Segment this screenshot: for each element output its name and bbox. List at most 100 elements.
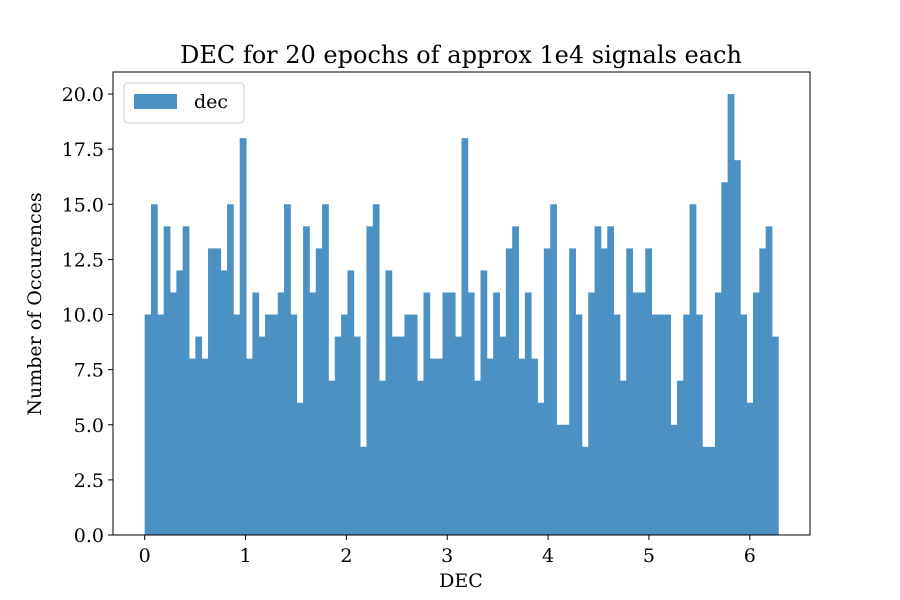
histogram-bar (759, 248, 767, 535)
y-axis-label: Number of Occurences (24, 192, 46, 415)
histogram-bar (448, 292, 456, 535)
histogram-bar (619, 380, 627, 535)
histogram-bar (265, 314, 272, 535)
histogram-bar (201, 358, 209, 535)
histogram-bar (664, 314, 672, 535)
histogram-bar (391, 336, 399, 535)
histogram-bar (214, 248, 222, 535)
histogram-bar (347, 270, 355, 535)
histogram-bar (689, 204, 697, 536)
histogram-bar (607, 226, 614, 536)
x-tick-label: 5 (643, 545, 655, 567)
histogram-bar (189, 358, 196, 535)
histogram-bar (258, 336, 266, 535)
x-tick-label: 0 (139, 545, 151, 567)
histogram-bar (562, 424, 570, 535)
plot-frame (112, 71, 811, 536)
histogram-bar (575, 314, 583, 535)
x-tick-label: 2 (340, 545, 352, 567)
histogram-bar (163, 226, 171, 536)
histogram-bar (360, 446, 367, 535)
histogram-bar (467, 292, 475, 535)
y-tick-label: 17.5 (62, 139, 104, 161)
y-tick-label: 7.5 (74, 360, 104, 382)
histogram-bar (151, 204, 158, 536)
legend-swatch (134, 94, 177, 109)
histogram-bar (417, 380, 424, 535)
histogram-bar (550, 204, 557, 536)
histogram-bar (524, 292, 532, 535)
histogram-bar (436, 358, 443, 535)
histogram-bar (271, 314, 279, 535)
histogram-bar (410, 314, 418, 535)
histogram-bar (398, 336, 405, 535)
histogram-bar (315, 248, 323, 535)
histogram-bar (651, 314, 659, 535)
histogram-bar (296, 402, 304, 535)
y-tick-label: 15.0 (62, 194, 104, 216)
histogram-bar (290, 314, 298, 535)
histogram-bar (474, 380, 481, 535)
histogram-bar (372, 204, 380, 536)
histogram-bar (379, 380, 386, 535)
x-axis-label: DEC (439, 570, 483, 592)
histogram-bar (182, 226, 190, 536)
histogram-bar (632, 292, 640, 535)
histogram-bar (752, 292, 760, 535)
histogram-bar (309, 292, 317, 535)
histogram-bar (404, 314, 412, 535)
histogram-bar (227, 204, 234, 536)
histogram-bar (461, 138, 469, 535)
histogram-bar (239, 138, 247, 535)
histogram-bar (442, 292, 450, 535)
x-axis-ticks: 0 1 2 3 4 5 6 (139, 535, 756, 567)
histogram-bar (676, 380, 684, 535)
histogram-bar (588, 292, 595, 535)
histogram-bar (569, 248, 576, 535)
histogram-bar (537, 402, 545, 535)
histogram-bar (341, 314, 348, 535)
histogram-bar (727, 94, 735, 536)
histogram-bar (499, 336, 507, 535)
histogram-bar (695, 314, 703, 535)
y-tick-label: 20.0 (62, 84, 104, 106)
histogram-bar (702, 446, 710, 535)
histogram-bar (170, 292, 177, 535)
y-tick-label: 10.0 (62, 305, 104, 327)
histogram-bar (233, 314, 241, 535)
histogram-bar (208, 248, 215, 535)
histogram-bar (556, 424, 564, 535)
histogram-bar (493, 292, 500, 535)
histogram-bar (765, 226, 773, 536)
histogram-bar (746, 402, 754, 535)
x-tick-label: 4 (542, 545, 554, 567)
histogram-bar (733, 160, 741, 535)
y-axis-ticks: 0.0 2.5 5.0 7.5 10.0 12.5 15.0 17.5 20.0 (62, 84, 113, 547)
x-tick-label: 3 (441, 545, 453, 567)
histogram-bar (486, 358, 494, 535)
histogram-bar (505, 248, 513, 535)
y-tick-label: 12.5 (62, 249, 104, 271)
chart-title: DEC for 20 epochs of approx 1e4 signals … (180, 41, 742, 69)
histogram-bar (246, 358, 253, 535)
histogram-bar (176, 270, 184, 535)
histogram-bar (708, 446, 716, 535)
histogram-bar (543, 248, 551, 535)
histogram-bar (740, 314, 748, 535)
histogram-bar (594, 226, 602, 536)
bars-group (144, 94, 779, 536)
histogram-bar (284, 204, 291, 536)
histogram-bar (581, 446, 589, 535)
histogram-bar (277, 292, 285, 535)
legend-label: dec (194, 91, 228, 113)
histogram-bar (353, 336, 361, 535)
y-tick-label: 5.0 (74, 415, 104, 437)
histogram-bar (714, 292, 722, 535)
histogram-bar (220, 270, 228, 535)
histogram-bar (645, 248, 652, 535)
histogram-bar (600, 248, 608, 535)
histogram-bar (252, 292, 260, 535)
histogram-bar (512, 226, 519, 536)
histogram-bar (531, 358, 538, 535)
